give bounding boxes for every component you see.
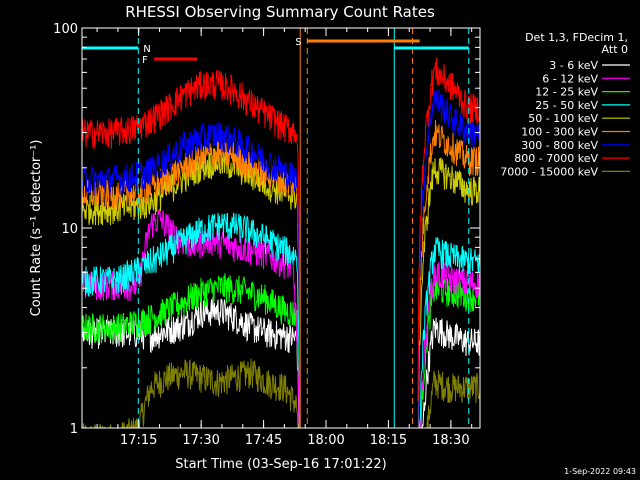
series-300-800-kev-trace [82, 89, 480, 428]
y-tick-label-0: 1 [70, 422, 78, 437]
chart-title: RHESSI Observing Summary Count Rates [125, 3, 435, 21]
series-800-7000-kev-trace [82, 57, 480, 401]
state-bar-label-n: N [143, 44, 150, 55]
x-tick-label-1: 17:30 [182, 433, 219, 448]
legend-title-line-1: Det 1,3, FDecim 1, [525, 31, 628, 44]
y-tick-label-2: 100 [53, 22, 78, 37]
state-bar-label-s: S [295, 37, 301, 48]
series-50-100-kev-trace [82, 148, 480, 428]
series-25-50-kev-trace [82, 212, 480, 428]
legend-label-7000-15000-kev: 7000 - 15000 keV [500, 165, 598, 178]
timestamp: 1-Sep-2022 09:43 [564, 467, 636, 476]
state-bar-label-f: F [142, 55, 148, 66]
legend-label-100-300-kev: 100 - 300 keV [521, 126, 598, 139]
series-3-6-kev-trace [82, 296, 480, 428]
x-tick-label-5: 18:30 [432, 433, 469, 448]
legend-label-12-25-kev: 12 - 25 keV [535, 86, 598, 99]
series-6-12-kev-trace [82, 208, 480, 428]
legend-label-300-800-kev: 300 - 800 keV [521, 139, 598, 152]
legend-label-3-6-kev: 3 - 6 keV [549, 59, 598, 72]
y-tick-label-1: 10 [61, 222, 78, 237]
x-tick-label-0: 17:15 [120, 433, 157, 448]
x-tick-label-2: 17:45 [245, 433, 282, 448]
series-7000-15000-kev-trace [82, 358, 480, 428]
legend-title-line-2: Att 0 [602, 43, 628, 56]
x-tick-label-3: 18:00 [307, 433, 344, 448]
legend-label-6-12-kev: 6 - 12 keV [542, 72, 598, 85]
legend-label-50-100-kev: 50 - 100 keV [528, 112, 598, 125]
x-tick-label-4: 18:15 [370, 433, 407, 448]
x-axis-label: Start Time (03-Sep-16 17:01:22) [175, 457, 386, 472]
y-axis-label: Count Rate (s⁻¹ detector⁻¹) [29, 140, 44, 317]
legend-label-800-7000-kev: 800 - 7000 keV [514, 152, 598, 165]
legend-label-25-50-kev: 25 - 50 keV [535, 99, 598, 112]
